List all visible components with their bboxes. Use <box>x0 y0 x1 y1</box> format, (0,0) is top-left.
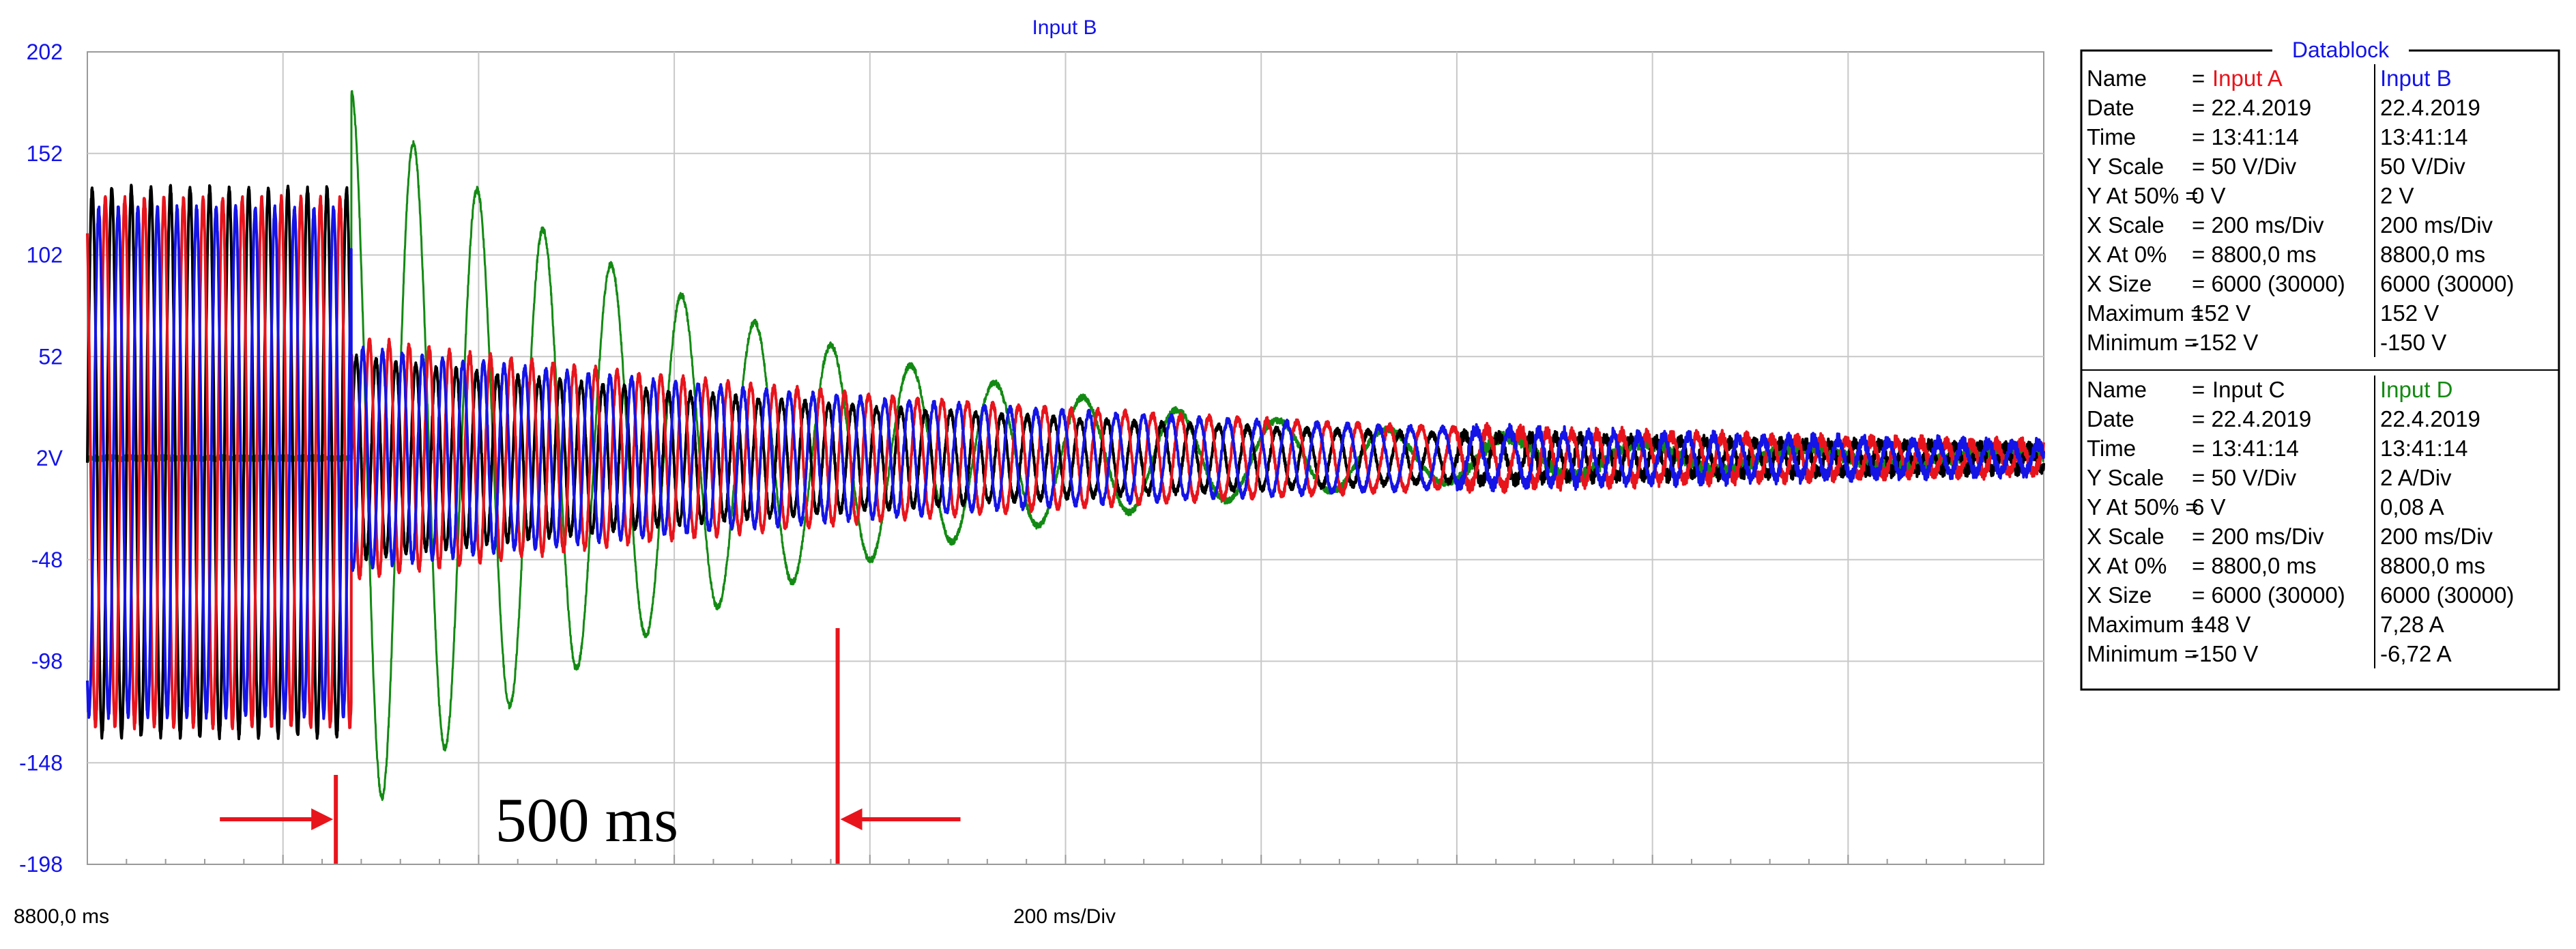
y-tick-label: -48 <box>31 548 63 572</box>
datablock-value-left: 152 V <box>2192 300 2251 326</box>
y-tick-label: -148 <box>19 750 63 775</box>
datablock-name-right: Input D <box>2380 377 2452 402</box>
annotation-label: 500 ms <box>495 785 678 855</box>
datablock-value-left: = 50 V/Div <box>2192 154 2297 179</box>
datablock-label: Minimum = <box>2087 330 2197 355</box>
datablock-value-right: 6000 (30000) <box>2380 271 2514 296</box>
datablock-value-right: 22.4.2019 <box>2380 95 2480 120</box>
datablock-label: Time <box>2087 124 2136 150</box>
datablock-value-right: 0,08 A <box>2380 494 2444 520</box>
y-tick-label: -198 <box>19 852 63 877</box>
datablock-label: Date <box>2087 95 2134 120</box>
datablock-value-left: = 6000 (30000) <box>2192 582 2345 608</box>
datablock-label: Maximum = <box>2087 612 2203 637</box>
datablock-value-left: = 200 ms/Div <box>2192 524 2324 549</box>
datablock-label: X At 0% <box>2087 553 2167 578</box>
datablock-value-left: 148 V <box>2192 612 2251 637</box>
y-tick-label: 2V <box>36 446 63 470</box>
datablock-value-left: = 22.4.2019 <box>2192 95 2311 120</box>
datablock-value-left: = 8800,0 ms <box>2192 553 2317 578</box>
datablock-label: Name <box>2087 66 2147 91</box>
datablock-value-left: = 22.4.2019 <box>2192 406 2311 431</box>
datablock-value-left: = 8800,0 ms <box>2192 242 2317 267</box>
datablock-value-right: -150 V <box>2380 330 2446 355</box>
datablock-value-left: = 50 V/Div <box>2192 465 2297 490</box>
datablock-value-right: 50 V/Div <box>2380 154 2465 179</box>
datablock-name-right: Input B <box>2380 66 2452 91</box>
datablock-label: Name <box>2087 377 2147 402</box>
datablock-value-right: 2 V <box>2380 183 2414 208</box>
datablock-eq: = <box>2192 377 2205 402</box>
datablock-value-right: 152 V <box>2380 300 2439 326</box>
datablock-value-right: -6,72 A <box>2380 641 2452 666</box>
datablock-label: X Size <box>2087 582 2152 608</box>
datablock-value-left: -150 V <box>2192 641 2258 666</box>
y-tick-label: 152 <box>27 141 63 166</box>
datablock-value-left: 0 V <box>2192 183 2226 208</box>
datablock-label: X Scale <box>2087 524 2165 549</box>
datablock-value-left: = 200 ms/Div <box>2192 212 2324 238</box>
datablock-label: Y Scale <box>2087 465 2164 490</box>
datablock-label: Minimum = <box>2087 641 2197 666</box>
datablock-label: X At 0% <box>2087 242 2167 267</box>
datablock-value-right: 8800,0 ms <box>2380 242 2485 267</box>
datablock-label: Date <box>2087 406 2134 431</box>
datablock-value-right: 7,28 A <box>2380 612 2444 637</box>
datablock-value-right: 2 A/Div <box>2380 465 2452 490</box>
datablock-value-right: 22.4.2019 <box>2380 406 2480 431</box>
y-axis-ticks: 202 152 102 52 2V -48 -98 -148 -198 <box>19 40 63 877</box>
y-tick-label: -98 <box>31 649 63 674</box>
datablock-value-right: 6000 (30000) <box>2380 582 2514 608</box>
chart-title: Input B <box>1032 16 1097 39</box>
datablock-name-left: Input C <box>2212 377 2285 402</box>
datablock-value-left: -152 V <box>2192 330 2258 355</box>
datablock-value-right: 200 ms/Div <box>2380 524 2493 549</box>
datablock-value-right: 13:41:14 <box>2380 124 2468 150</box>
datablock-value-right: 200 ms/Div <box>2380 212 2493 238</box>
datablock-value-left: 6 V <box>2192 494 2226 520</box>
datablock-value-left: = 13:41:14 <box>2192 124 2299 150</box>
datablock-value-right: 13:41:14 <box>2380 436 2468 461</box>
datablock-label: X Size <box>2087 271 2152 296</box>
y-tick-label: 102 <box>27 243 63 268</box>
x-scale-label: 200 ms/Div <box>1013 905 1116 928</box>
datablock-label: Y Scale <box>2087 154 2164 179</box>
datablock-value-left: = 6000 (30000) <box>2192 271 2345 296</box>
datablock-label: Y At 50% = <box>2087 494 2199 520</box>
x-start-label: 8800,0 ms <box>14 905 109 928</box>
datablock-label: Maximum = <box>2087 300 2203 326</box>
datablock-label: X Scale <box>2087 212 2165 238</box>
datablock-title: Datablock <box>2292 38 2390 62</box>
y-tick-label: 52 <box>38 344 63 369</box>
datablock-label: Y At 50% = <box>2087 183 2199 208</box>
datablock-label: Time <box>2087 436 2136 461</box>
datablock-name-left: Input A <box>2212 66 2283 91</box>
datablock-value-left: = 13:41:14 <box>2192 436 2299 461</box>
datablock-value-right: 8800,0 ms <box>2380 553 2485 578</box>
y-tick-label: 202 <box>27 40 63 64</box>
datablock-panel: Datablock Name = Input A Input B Date = 22.4.2… <box>2081 37 2559 690</box>
datablock-eq: = <box>2192 66 2205 91</box>
